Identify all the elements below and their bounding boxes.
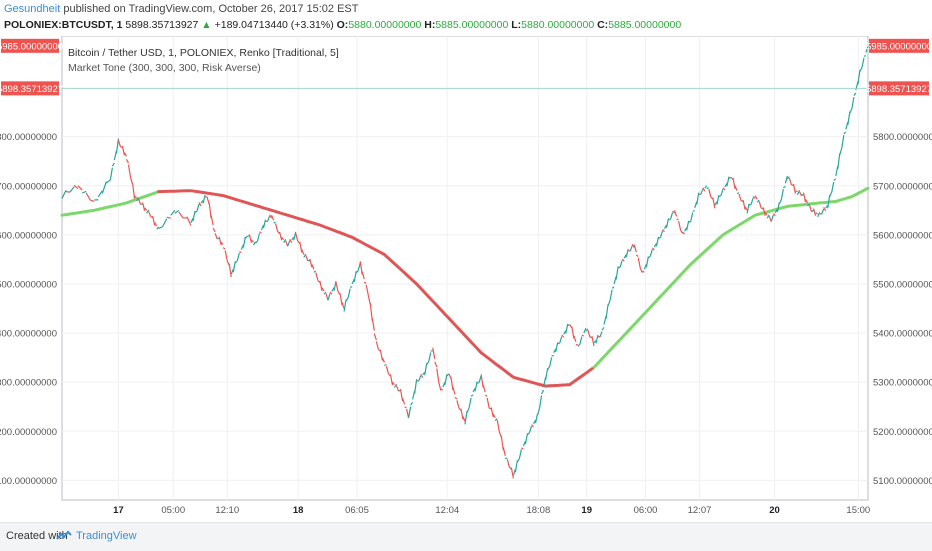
last-price: 5898.35713927 — [125, 19, 198, 31]
y-tick-label-right: 5100.00000000 — [873, 476, 932, 487]
y-tick-label-left: 5300.00000000 — [0, 378, 57, 389]
renko-brick — [669, 219, 671, 220]
series-legend: Bitcoin / Tether USD, 1, POLONIEX, Renko… — [68, 47, 339, 59]
price-tag-right-label: 5985.00000000 — [866, 41, 932, 52]
renko-brick — [864, 56, 866, 57]
x-tick-label: 06:05 — [345, 505, 369, 516]
x-tick-label: 12:04 — [435, 505, 459, 516]
y-tick-label-left: 5800.00000000 — [0, 132, 57, 143]
x-tick-label: 20 — [769, 505, 780, 516]
y-tick-label-right: 5200.00000000 — [873, 427, 932, 438]
chart-legend: Bitcoin / Tether USD, 1, POLONIEX, Renko… — [68, 47, 339, 77]
left-price-axis[interactable]: 5100.00000000 5200.00000000 5300.00000000 5… — [0, 132, 57, 487]
ohlc-header: POLONIEX:BTCUSDT, 1 5898.35713927 ▲ +189… — [4, 19, 681, 31]
plot-area[interactable] — [62, 36, 868, 500]
tradingview-logo-icon[interactable] — [56, 529, 72, 543]
x-tick-label: 06:00 — [634, 505, 658, 516]
symbol-label: POLONIEX:BTCUSDT, 1 — [4, 19, 122, 31]
y-tick-label-left: 5400.00000000 — [0, 329, 57, 340]
close-value: 5885.00000000 — [608, 19, 681, 31]
y-tick-label-left: 5700.00000000 — [0, 181, 57, 192]
renko-brick — [558, 343, 560, 344]
y-tick-label-right: 5400.00000000 — [873, 329, 932, 340]
renko-brick — [477, 382, 479, 383]
y-tick-label-right: 5600.00000000 — [873, 230, 932, 241]
y-tick-label-right: 5300.00000000 — [873, 378, 932, 389]
y-tick-label-left: 5500.00000000 — [0, 279, 57, 290]
renko-brick — [658, 238, 660, 239]
y-tick-label-right: 5500.00000000 — [873, 279, 932, 290]
x-tick-label: 05:00 — [161, 505, 185, 516]
y-tick-label-left: 5200.00000000 — [0, 427, 57, 438]
renko-brick — [618, 267, 620, 268]
y-tick-label-left: 5100.00000000 — [0, 476, 57, 487]
renko-brick — [749, 204, 751, 205]
price-change: +189.04713440 (+3.31%) — [215, 19, 334, 31]
x-tick-label: 19 — [581, 505, 592, 516]
open-label: O: — [337, 19, 349, 31]
up-arrow-icon: ▲ — [201, 19, 211, 31]
low-value: 5880.00000000 — [521, 19, 594, 31]
y-tick-label-right: 5700.00000000 — [873, 181, 932, 192]
price-tag-left-label: 5898.35713927 — [0, 84, 63, 95]
footer-bar: Created with TradingView — [0, 522, 932, 551]
high-label: H: — [424, 19, 435, 31]
open-value: 5880.00000000 — [348, 19, 421, 31]
renko-brick — [719, 196, 721, 197]
x-tick-label: 15:00 — [846, 505, 870, 516]
close-label: C: — [597, 19, 608, 31]
x-tick-label: 17 — [113, 505, 124, 516]
time-axis[interactable]: 17 05:00 12:10 18 06:05 12:04 18:08 19 06:00 12:0… — [113, 505, 870, 516]
publish-info: published on TradingView.com, October 26… — [63, 3, 358, 15]
x-tick-label: 18:08 — [526, 505, 550, 516]
renko-brick — [689, 222, 691, 223]
indicator-legend: Market Tone (300, 300, 300, Risk Averse) — [68, 62, 339, 74]
tradingview-link[interactable]: TradingView — [76, 530, 137, 542]
x-tick-label: 12:07 — [688, 505, 712, 516]
x-tick-label: 18 — [293, 505, 304, 516]
y-tick-label-left: 5600.00000000 — [0, 230, 57, 241]
price-tag-right-label: 5898.35713927 — [866, 84, 932, 95]
x-tick-label: 12:10 — [215, 505, 239, 516]
high-value: 5885.00000000 — [435, 19, 508, 31]
low-label: L: — [511, 19, 521, 31]
y-tick-label-right: 5800.00000000 — [873, 132, 932, 143]
publish-header: Gesundheit published on TradingView.com,… — [4, 3, 358, 15]
price-tag-left-label: 5985.00000000 — [0, 41, 63, 52]
author-link[interactable]: Gesundheit — [4, 3, 60, 15]
price-chart[interactable]: 5100.00000000 5200.00000000 5300.00000000 5… — [0, 36, 932, 520]
right-price-axis[interactable]: 5100.00000000 5200.00000000 5300.00000000 5… — [873, 132, 932, 487]
